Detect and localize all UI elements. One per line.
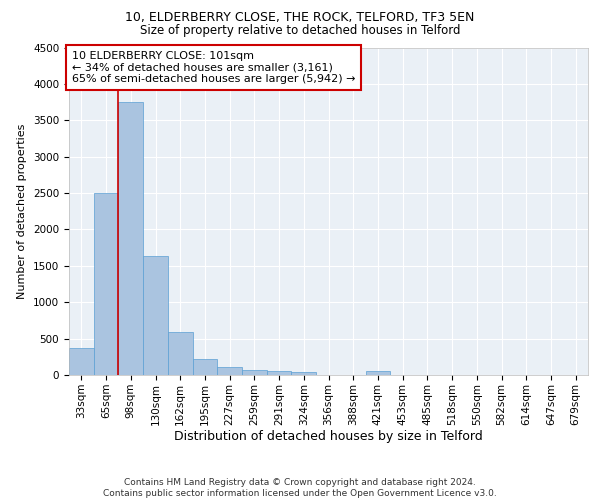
Bar: [143, 256, 168, 375]
Bar: [193, 359, 217, 375]
Bar: [118, 102, 143, 375]
Bar: [217, 367, 242, 375]
Bar: [365, 370, 390, 375]
Y-axis label: Number of detached properties: Number of detached properties: [17, 124, 28, 299]
Text: 10, ELDERBERRY CLOSE, THE ROCK, TELFORD, TF3 5EN: 10, ELDERBERRY CLOSE, THE ROCK, TELFORD,…: [125, 11, 475, 24]
Bar: [242, 370, 267, 375]
Bar: [168, 332, 193, 375]
Bar: [292, 372, 316, 375]
Text: 10 ELDERBERRY CLOSE: 101sqm
← 34% of detached houses are smaller (3,161)
65% of : 10 ELDERBERRY CLOSE: 101sqm ← 34% of det…: [71, 51, 355, 84]
X-axis label: Distribution of detached houses by size in Telford: Distribution of detached houses by size …: [174, 430, 483, 444]
Text: Contains HM Land Registry data © Crown copyright and database right 2024.
Contai: Contains HM Land Registry data © Crown c…: [103, 478, 497, 498]
Bar: [69, 348, 94, 375]
Text: Size of property relative to detached houses in Telford: Size of property relative to detached ho…: [140, 24, 460, 37]
Bar: [267, 371, 292, 375]
Bar: [94, 193, 118, 375]
